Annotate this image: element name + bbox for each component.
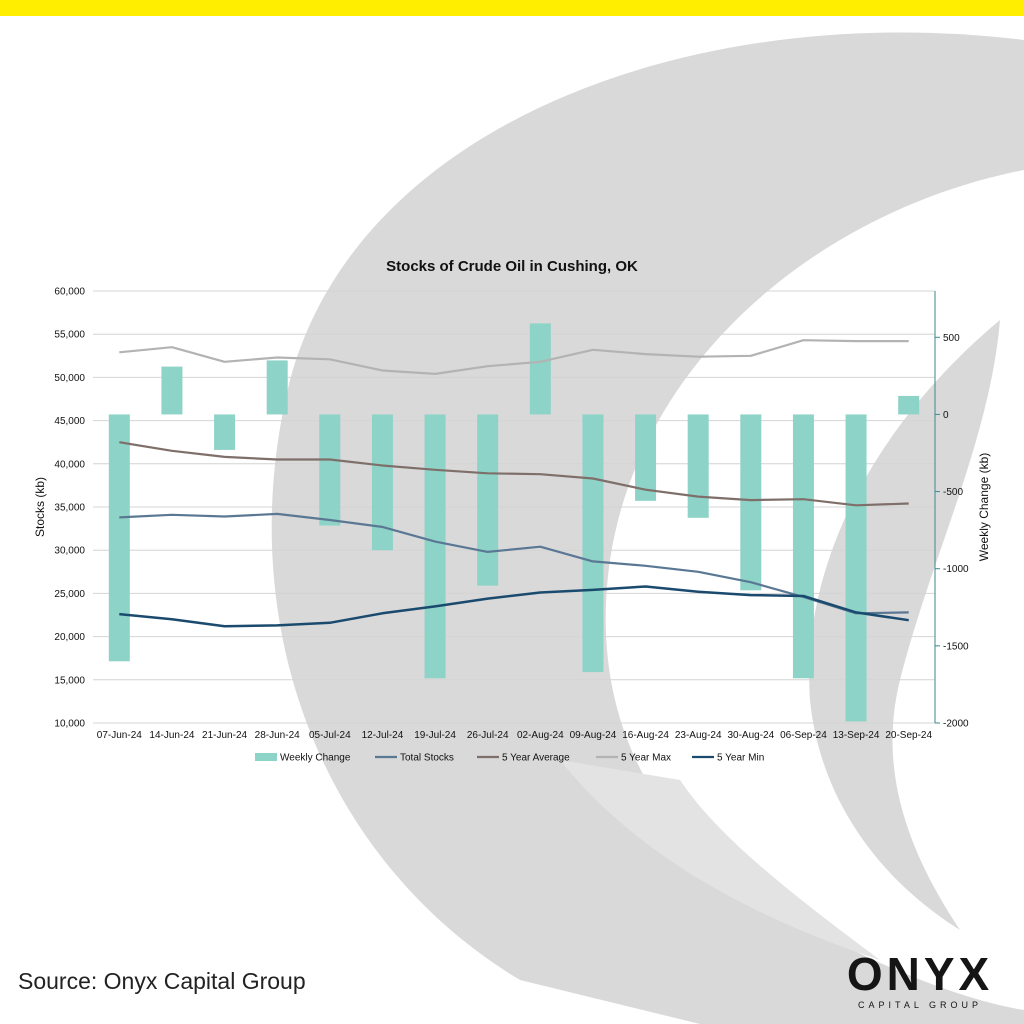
5-year-average-line bbox=[119, 441, 909, 507]
x-tick-label: 20-Sep-24 bbox=[885, 730, 932, 741]
y-tick-label: 50,000 bbox=[54, 373, 85, 384]
x-tick-label: 16-Aug-24 bbox=[622, 730, 669, 741]
weekly-change-bar bbox=[898, 395, 920, 415]
weekly-change-bar bbox=[582, 414, 604, 673]
legend-label-5-year-max: 5 Year Max bbox=[621, 753, 671, 764]
y2-axis-label: Weekly Change (kb) bbox=[977, 453, 991, 562]
5-year-min-line bbox=[119, 585, 909, 628]
y-tick-label: 30,000 bbox=[54, 546, 85, 557]
y2-tick-label: 0 bbox=[943, 410, 949, 421]
total-stocks-line bbox=[119, 512, 909, 615]
weekly-change-bar bbox=[108, 414, 130, 662]
weekly-change-bar bbox=[266, 360, 288, 415]
weekly-change-bar bbox=[792, 414, 814, 679]
x-tick-label: 07-Jun-24 bbox=[97, 730, 142, 741]
y-tick-label: 60,000 bbox=[54, 287, 85, 298]
legend-label-total-stocks: Total Stocks bbox=[400, 753, 454, 764]
y2-tick-label: 500 bbox=[943, 333, 960, 344]
weekly-change-bar bbox=[740, 414, 762, 591]
right-ticks: -2000 -1500 -1000 -500 0 500 bbox=[935, 333, 969, 730]
weekly-change-bar bbox=[687, 414, 709, 518]
y2-tick-label: -1000 bbox=[943, 564, 969, 575]
series-lines bbox=[119, 339, 909, 628]
x-tick-label: 28-Jun-24 bbox=[255, 730, 300, 741]
y-tick-label: 55,000 bbox=[54, 330, 85, 341]
y2-tick-label: -1500 bbox=[943, 641, 969, 652]
weekly-change-bar bbox=[319, 414, 341, 526]
legend-label-weekly-change: Weekly Change bbox=[280, 753, 351, 764]
legend-swatch-weekly-change bbox=[255, 753, 277, 761]
left-ticks: 10,000 15,000 20,000 25,000 30,000 35,000 40,0… bbox=[54, 287, 85, 730]
x-tick-label: 21-Jun-24 bbox=[202, 730, 247, 741]
y-tick-label: 10,000 bbox=[54, 719, 85, 730]
source-text: Source: Onyx Capital Group bbox=[18, 968, 306, 994]
top-accent-bar bbox=[0, 0, 1024, 16]
y-tick-label: 45,000 bbox=[54, 416, 85, 427]
weekly-change-bar bbox=[371, 414, 393, 551]
weekly-change-bar bbox=[214, 414, 236, 450]
y-tick-label: 40,000 bbox=[54, 459, 85, 470]
y-tick-label: 15,000 bbox=[54, 675, 85, 686]
legend-label-5-year-min: 5 Year Min bbox=[717, 753, 764, 764]
y-tick-label: 35,000 bbox=[54, 503, 85, 514]
y2-tick-label: -2000 bbox=[943, 719, 969, 730]
y-tick-label: 25,000 bbox=[54, 589, 85, 600]
x-tick-label: 02-Aug-24 bbox=[517, 730, 564, 741]
x-tick-label: 12-Jul-24 bbox=[362, 730, 404, 741]
y2-tick-label: -500 bbox=[943, 487, 963, 498]
chart-title: Stocks of Crude Oil in Cushing, OK bbox=[386, 258, 638, 275]
x-tick-label: 05-Jul-24 bbox=[309, 730, 351, 741]
x-tick-label: 23-Aug-24 bbox=[675, 730, 722, 741]
weekly-change-bar bbox=[845, 414, 867, 722]
weekly-change-bar bbox=[477, 414, 499, 586]
x-tick-label: 19-Jul-24 bbox=[414, 730, 456, 741]
y-tick-label: 20,000 bbox=[54, 632, 85, 643]
weekly-change-bar bbox=[529, 323, 551, 415]
x-tick-label: 26-Jul-24 bbox=[467, 730, 509, 741]
logo-subtext: CAPITAL GROUP bbox=[857, 1000, 982, 1010]
legend: Weekly Change Total Stocks 5 Year Average 5… bbox=[255, 753, 764, 764]
x-tick-label: 06-Sep-24 bbox=[780, 730, 827, 741]
x-tick-label: 13-Sep-24 bbox=[833, 730, 880, 741]
logo-word: ONYX bbox=[846, 948, 994, 1000]
legend-label-5-year-average: 5 Year Average bbox=[502, 753, 570, 764]
weekly-change-bars bbox=[108, 323, 920, 722]
x-tick-label: 30-Aug-24 bbox=[727, 730, 774, 741]
x-tick-label: 14-Jun-24 bbox=[149, 730, 194, 741]
weekly-change-bar bbox=[635, 414, 657, 501]
onyx-logo: ONYX CAPITAL GROUP bbox=[832, 950, 1008, 1018]
x-tick-label: 09-Aug-24 bbox=[570, 730, 617, 741]
5-year-max-line bbox=[119, 339, 909, 375]
x-ticks: 07-Jun-24 14-Jun-24 21-Jun-24 28-Jun-24 05-J… bbox=[97, 730, 933, 741]
weekly-change-bar bbox=[424, 414, 446, 679]
weekly-change-bar bbox=[161, 366, 183, 415]
y-axis-label: Stocks (kb) bbox=[33, 477, 47, 537]
